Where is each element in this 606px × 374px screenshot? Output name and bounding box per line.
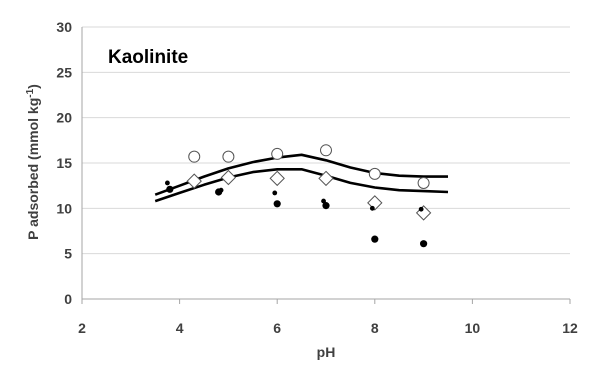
- open-diamond-point: [318, 170, 334, 187]
- x-tick-label: 4: [176, 320, 184, 336]
- x-tick-label: 8: [371, 320, 379, 336]
- open-diamond-point: [269, 170, 285, 187]
- open-circle-point: [188, 150, 201, 163]
- y-axis-title-superscript: -1: [25, 88, 36, 97]
- filled-dot-point: [273, 200, 281, 208]
- open-diamond-point: [186, 173, 202, 189]
- x-tick-label: 10: [465, 320, 481, 336]
- model-curves: [154, 153, 449, 203]
- small-dot-point: [369, 205, 375, 211]
- y-tick-label: 5: [64, 246, 72, 262]
- small-dot-point: [165, 180, 170, 186]
- y-axis-title: P adsorbed (mmol kg-1): [25, 84, 41, 240]
- open-circle-point: [222, 150, 235, 163]
- tick-labels: 0 5 10 15 20 25 30 2 4 6 8 10 12: [56, 19, 578, 336]
- x-tick-label: 2: [78, 320, 86, 336]
- filled-dot-point: [166, 185, 174, 193]
- open-diamond-point: [220, 169, 237, 186]
- axes: [81, 27, 571, 304]
- data-points: [165, 144, 432, 248]
- y-tick-label: 0: [64, 291, 72, 307]
- model-curve-line: [154, 153, 448, 196]
- small-dot-point: [321, 198, 326, 204]
- y-tick-label: 25: [56, 64, 72, 80]
- x-tick-label: 12: [562, 320, 578, 336]
- filled-dot-point: [371, 235, 379, 243]
- y-tick-label: 20: [56, 110, 72, 126]
- small-dot-point: [272, 190, 278, 196]
- open-circle-point: [368, 167, 381, 180]
- y-axis-title-text: P adsorbed (mmol kg: [25, 98, 41, 240]
- open-diamond-point: [367, 195, 383, 211]
- model-curve-line: [154, 168, 449, 203]
- x-tick-label: 6: [273, 320, 281, 336]
- filled-dot-point: [420, 240, 428, 248]
- y-axis-title-end: ): [25, 84, 41, 89]
- open-circle-point: [320, 144, 332, 157]
- small-dot-point: [218, 187, 224, 193]
- chart-title: Kaolinite: [108, 47, 188, 68]
- open-circle-point: [417, 176, 430, 189]
- y-tick-label: 15: [56, 155, 72, 171]
- y-tick-label: 30: [56, 19, 72, 35]
- filled-dot-point: [322, 202, 330, 210]
- open-circle-point: [271, 147, 284, 160]
- y-tick-label: 10: [56, 200, 72, 216]
- gridlines: [82, 26, 570, 255]
- small-dot-point: [418, 206, 424, 212]
- x-axis-title: pH: [317, 344, 336, 360]
